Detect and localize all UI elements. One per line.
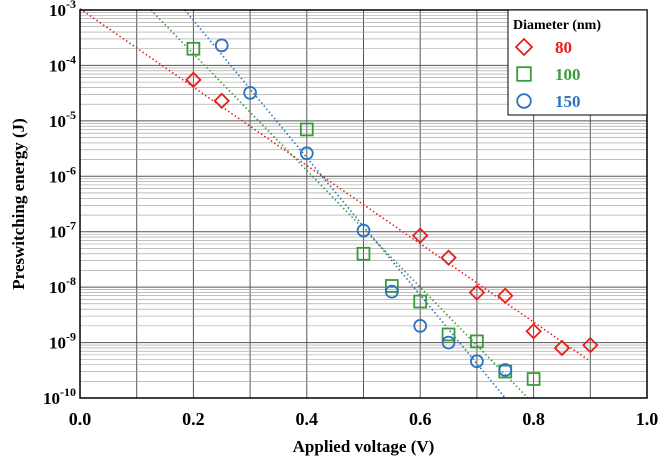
point-80 bbox=[496, 287, 514, 305]
point-150 bbox=[441, 335, 456, 350]
y-tick-label: 10-5 bbox=[49, 108, 76, 131]
y-tick-label: 10-7 bbox=[49, 219, 76, 242]
y-tick-label: 10-8 bbox=[49, 274, 76, 297]
x-tick-label: 0.0 bbox=[69, 409, 92, 429]
legend: Diameter (nm) 80 100 150 bbox=[507, 9, 648, 116]
y-tick-label: 10-6 bbox=[49, 163, 76, 186]
point-80 bbox=[525, 322, 542, 340]
point-100 bbox=[413, 294, 428, 309]
point-100 bbox=[384, 279, 399, 293]
point-100 bbox=[470, 334, 484, 349]
point-150 bbox=[243, 86, 257, 100]
legend-label-100: 100 bbox=[555, 65, 581, 84]
legend-marker-100 bbox=[516, 66, 532, 82]
grid bbox=[80, 10, 647, 398]
point-100 bbox=[441, 327, 456, 342]
point-100 bbox=[299, 122, 314, 137]
point-150 bbox=[470, 354, 484, 369]
legend-title: Diameter (nm) bbox=[513, 18, 601, 33]
x-tick-labels: 0.0 0.2 0.4 0.6 0.8 1.0 bbox=[69, 409, 659, 429]
legend-marker-80 bbox=[514, 37, 534, 57]
point-150 bbox=[299, 146, 314, 161]
point-80 bbox=[411, 227, 429, 244]
x-tick-label: 1.0 bbox=[636, 409, 659, 429]
legend-label-80: 80 bbox=[555, 38, 572, 57]
legend-items: 80 100 150 bbox=[514, 37, 581, 111]
x-tick-label: 0.4 bbox=[296, 409, 319, 429]
point-150 bbox=[214, 38, 229, 53]
point-100 bbox=[186, 41, 201, 56]
point-150 bbox=[384, 284, 399, 299]
point-150 bbox=[498, 363, 513, 377]
data-points bbox=[185, 38, 599, 386]
point-80 bbox=[440, 249, 457, 266]
point-80 bbox=[553, 339, 571, 357]
legend-item-100: 100 bbox=[516, 65, 581, 84]
legend-box bbox=[507, 9, 648, 116]
legend-item-80: 80 bbox=[514, 37, 572, 57]
point-80 bbox=[185, 71, 202, 89]
x-tick-label: 0.6 bbox=[409, 409, 432, 429]
point-80 bbox=[213, 92, 231, 110]
legend-marker-150 bbox=[516, 93, 532, 109]
y-tick-label: 10-4 bbox=[49, 52, 76, 75]
legend-label-150: 150 bbox=[555, 92, 581, 111]
point-100 bbox=[526, 372, 541, 386]
point-80 bbox=[582, 336, 599, 354]
x-tick-label: 0.8 bbox=[522, 409, 545, 429]
y-tick-labels: 10-3 10-4 10-5 10-6 10-7 10-8 10-9 10-10 bbox=[43, 0, 76, 408]
x-axis-title: Applied voltage (V) bbox=[293, 437, 435, 456]
plot-frame bbox=[79, 9, 648, 399]
point-80 bbox=[468, 284, 486, 301]
y-axis-title: Preswitching energy (J) bbox=[9, 118, 28, 290]
point-150 bbox=[356, 223, 371, 238]
y-tick-label: 10-10 bbox=[43, 385, 76, 408]
point-150 bbox=[413, 319, 428, 333]
y-tick-label: 10-9 bbox=[49, 330, 76, 353]
x-tick-label: 0.2 bbox=[182, 409, 205, 429]
legend-item-150: 150 bbox=[516, 92, 581, 111]
y-tick-label: 10-3 bbox=[49, 0, 76, 20]
point-100 bbox=[356, 246, 371, 261]
